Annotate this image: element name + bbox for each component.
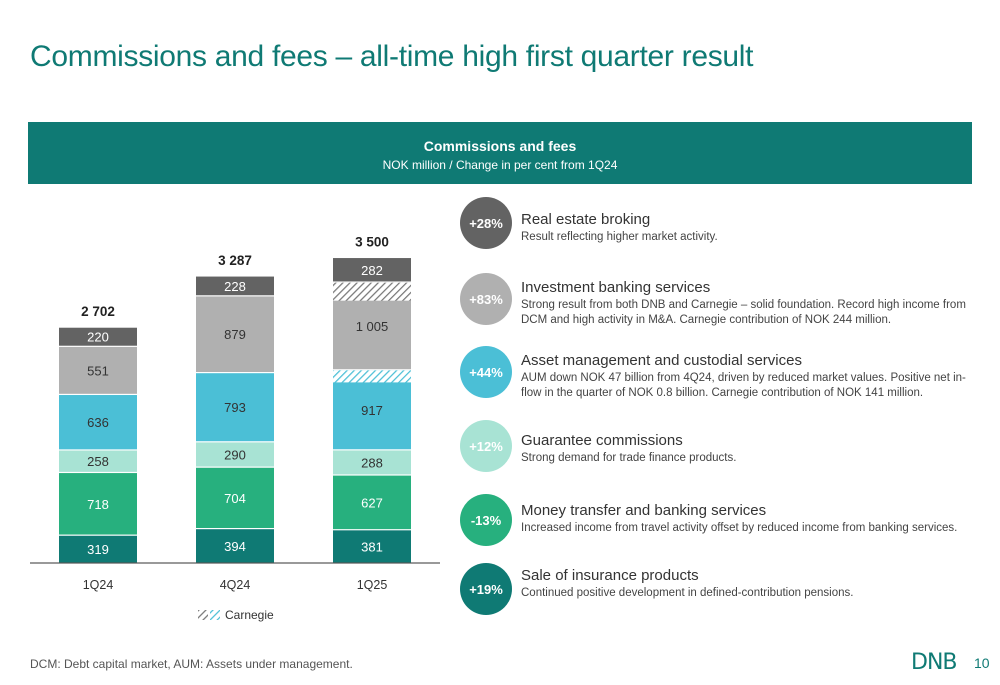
- value-label: 879: [224, 327, 246, 342]
- category-desc: Strong demand for trade finance products…: [521, 452, 737, 464]
- value-label: 917: [361, 403, 383, 418]
- change-badge: -13%: [460, 494, 512, 546]
- value-label: 718: [87, 497, 109, 512]
- stacked-bar-chart: 319 718 258 636 551 220 2 702 1Q24 394 704 290 793 8…: [30, 234, 440, 592]
- value-label: 793: [224, 400, 246, 415]
- category-insurance: +19% Sale of insurance products Continue…: [460, 563, 980, 627]
- carnegie-hatch-icon: [198, 610, 220, 620]
- change-badge: +83%: [460, 273, 512, 325]
- category-asset-management: +44% Asset management and custodial serv…: [460, 346, 980, 410]
- category-desc: Continued positive development in define…: [521, 587, 854, 599]
- dnb-logo: DNB: [911, 650, 957, 675]
- total-label: 3 287: [218, 253, 252, 268]
- legend-label-carnegie: Carnegie: [225, 608, 274, 622]
- value-label: 288: [361, 455, 383, 470]
- chart-banner: Commissions and fees NOK million / Chang…: [28, 122, 972, 184]
- category-name: Sale of insurance products: [521, 567, 699, 584]
- bar-segment: [196, 467, 274, 529]
- value-label: 290: [224, 447, 246, 462]
- category-desc: Increased income from travel activity of…: [521, 522, 958, 534]
- category-desc: AUM down NOK 47 billion from 4Q24, drive…: [521, 372, 966, 399]
- value-label: 627: [361, 495, 383, 510]
- change-badge: +28%: [460, 197, 512, 249]
- category-money-transfer: -13% Money transfer and banking services…: [460, 494, 980, 558]
- bar-segment: [333, 530, 411, 563]
- value-label: 551: [87, 363, 109, 378]
- bar-segment: [196, 276, 274, 296]
- total-label: 2 702: [81, 304, 115, 319]
- category-desc: Result reflecting higher market activity…: [521, 231, 718, 243]
- page-number: 10: [974, 655, 990, 671]
- chart-legend: Carnegie: [198, 608, 274, 622]
- bar-segment: [333, 475, 411, 530]
- footnote: DCM: Debt capital market, AUM: Assets un…: [30, 657, 353, 671]
- category-name: Guarantee commissions: [521, 432, 683, 449]
- banner-subtitle: NOK million / Change in per cent from 1Q…: [382, 158, 618, 172]
- x-tick-label: 4Q24: [220, 578, 251, 592]
- value-label: 636: [87, 415, 109, 430]
- total-label: 3 500: [355, 234, 389, 249]
- value-label: 220: [87, 330, 109, 345]
- value-label: 282: [361, 263, 383, 278]
- banner-title: Commissions and fees: [423, 138, 577, 154]
- category-name: Money transfer and banking services: [521, 502, 767, 519]
- carnegie-hatch: [333, 370, 411, 383]
- change-badge: +19%: [460, 563, 512, 615]
- x-tick-label: 1Q24: [83, 578, 114, 592]
- bar-segment: [59, 346, 137, 394]
- bar-segment: [196, 296, 274, 372]
- category-name: Real estate broking: [521, 211, 651, 228]
- bar-segment: [333, 258, 411, 282]
- category-desc: Strong result from both DNB and Carnegie…: [521, 299, 966, 326]
- bar-segment: [333, 450, 411, 475]
- change-badge: +44%: [460, 346, 512, 398]
- category-name: Investment banking services: [521, 279, 711, 296]
- value-label: 381: [361, 539, 383, 554]
- bar-segment: [59, 535, 137, 563]
- bar-segment: [196, 529, 274, 563]
- value-label: 394: [224, 539, 246, 554]
- bar-segment: [59, 327, 137, 346]
- value-label: 258: [87, 454, 109, 469]
- value-label: 704: [224, 491, 246, 506]
- category-name: Asset management and custodial services: [521, 352, 802, 369]
- bar-segment: [59, 395, 137, 450]
- category-real-estate: +28% Real estate broking Result reflecti…: [460, 197, 980, 261]
- value-label: 1 005: [356, 319, 389, 334]
- bar-segment: [59, 450, 137, 472]
- bar-segment: [333, 370, 411, 450]
- bar-segment: [196, 442, 274, 467]
- category-investment-banking: +83% Investment banking services Strong …: [460, 273, 980, 337]
- value-label: 228: [224, 279, 246, 294]
- category-guarantee: +12% Guarantee commissions Strong demand…: [460, 420, 980, 484]
- carnegie-hatch: [333, 282, 411, 301]
- bar-segment: [196, 373, 274, 442]
- value-label: 319: [87, 542, 109, 557]
- change-badge: +12%: [460, 420, 512, 472]
- bar-segment: [59, 473, 137, 535]
- x-tick-label: 1Q25: [357, 578, 388, 592]
- page-title: Commissions and fees – all-time high fir…: [30, 40, 754, 73]
